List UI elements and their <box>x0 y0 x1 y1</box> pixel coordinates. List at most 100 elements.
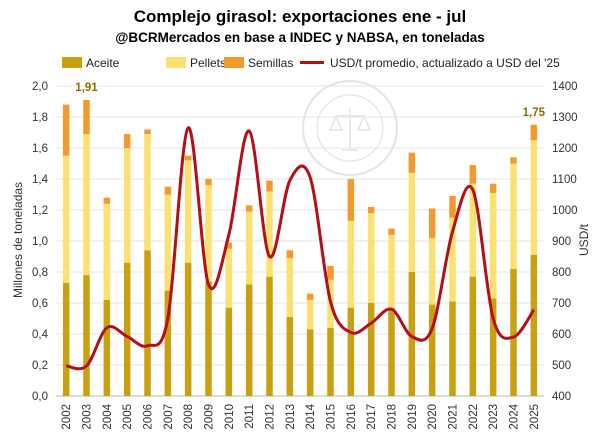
left-axis-ticks: 0,0 0,2 0,4 0,6 0,8 1,0 1,2 1,4 1,6 1,8 2,0 <box>32 81 49 403</box>
y2-tick-label: 900 <box>552 236 571 248</box>
bar-semillas-2022 <box>469 165 477 184</box>
y2-tick-label: 1200 <box>552 143 578 155</box>
bar-pellets-2018 <box>388 234 395 308</box>
x-tick-label: 2002 <box>61 404 73 430</box>
bar-pellets-2010 <box>225 248 233 308</box>
x-tick-label: 2019 <box>407 404 419 430</box>
bar-semillas-2008 <box>184 155 192 161</box>
legend-label-aceite: Aceite <box>86 56 120 70</box>
bar-pellets-2022 <box>469 183 477 277</box>
y-tick-label: 1,4 <box>32 174 49 186</box>
right-axis-ticks: 400 500 600 700 800 900 1000 1100 1200 1300 1400 <box>552 81 578 403</box>
x-tick-label: 2007 <box>163 404 175 430</box>
bar-semillas-2009 <box>205 179 212 186</box>
bar-semillas-2020 <box>428 208 436 238</box>
y-tick-label: 0,0 <box>32 391 48 403</box>
bar-aceite-2006 <box>144 250 151 396</box>
legend-label-semillas: Semillas <box>248 56 293 70</box>
bar-aceite-2009 <box>205 281 212 396</box>
legend-swatch-aceite <box>62 57 82 68</box>
x-tick-label: 2023 <box>488 404 500 430</box>
legend: Aceite Pellets Semillas USD/t promedio, … <box>62 56 560 70</box>
x-tick-label: 2020 <box>427 404 439 430</box>
x-tick-label: 2018 <box>387 404 399 430</box>
x-tick-label: 2015 <box>326 404 338 430</box>
bar-semillas-2014 <box>306 293 314 300</box>
bar-aceite-2025 <box>530 254 538 396</box>
usd-line <box>65 126 536 371</box>
bar-semillas-2006 <box>144 129 151 135</box>
x-axis-ticks: 2002 2003 2004 2005 2006 2007 2008 2009 2010 2011… <box>61 403 541 429</box>
watermark-inner-ring <box>316 94 384 162</box>
y-tick-label: 0,6 <box>32 298 48 310</box>
x-tick-label: 2008 <box>183 404 195 430</box>
x-tick-label: 2004 <box>102 403 114 429</box>
bar-aceite-2014 <box>306 329 314 396</box>
bar-pellets-2003 <box>83 134 90 276</box>
watermark-outer-ring <box>302 80 398 176</box>
x-tick-label: 2022 <box>468 404 480 430</box>
y-tick-label: 0,8 <box>32 267 48 279</box>
bar-aceite-2023 <box>489 298 497 396</box>
y-tick-label: 1,8 <box>32 112 48 124</box>
y-tick-label: 1,0 <box>32 236 48 248</box>
y2-tick-label: 500 <box>552 360 571 372</box>
bar-aceite-2010 <box>225 307 233 396</box>
legend-label-pellets: Pellets <box>190 56 226 70</box>
y-tick-label: 1,6 <box>32 143 48 155</box>
y2-tick-label: 1400 <box>552 81 578 93</box>
y2-tick-label: 700 <box>552 298 571 310</box>
x-tick-label: 2011 <box>244 404 256 429</box>
bar-semillas-2019 <box>408 152 416 173</box>
y2-tick-label: 600 <box>552 329 571 341</box>
bar-semillas-2012 <box>266 180 273 192</box>
bar-pellets-2021 <box>449 217 456 302</box>
bar-pellets-2002 <box>62 155 70 283</box>
bar-pellets-2007 <box>164 194 172 291</box>
bar-aceite-2016 <box>347 307 355 396</box>
x-tick-label: 2021 <box>448 404 460 430</box>
y-tick-label: 0,4 <box>32 329 49 341</box>
watermark-seal <box>302 80 398 176</box>
bar-pellets-2004 <box>103 203 111 300</box>
bar-aceite-2007 <box>164 290 172 396</box>
data-label-2025: 1,75 <box>523 107 546 119</box>
legend-label-usd: USD/t promedio, actualizado a USD del '2… <box>330 56 560 70</box>
bar-pellets-2013 <box>286 258 294 317</box>
bar-aceite-2024 <box>510 268 517 396</box>
legend-swatch-semillas <box>224 57 244 68</box>
bar-aceite-2015 <box>327 327 334 396</box>
bar-semillas-2025 <box>530 124 538 141</box>
bar-aceite-2003 <box>83 275 90 396</box>
bar-semillas-2013 <box>286 250 294 259</box>
bar-pellets-2019 <box>408 172 416 272</box>
y-tick-label: 2,0 <box>32 81 48 93</box>
y-tick-label: 1,2 <box>32 205 48 217</box>
bar-pellets-2012 <box>266 191 273 277</box>
bar-aceite-2013 <box>286 316 294 396</box>
x-tick-label: 2025 <box>529 404 541 430</box>
bar-semillas-2011 <box>245 205 253 212</box>
bar-aceite-2012 <box>266 276 273 396</box>
bar-semillas-2016 <box>347 179 355 221</box>
watermark-scales-icon <box>328 108 372 151</box>
x-tick-label: 2005 <box>122 404 134 430</box>
gridlines <box>56 85 544 397</box>
bar-semillas-2007 <box>164 186 172 195</box>
bar-pellets-2006 <box>144 134 151 251</box>
bar-pellets-2009 <box>205 185 212 282</box>
bar-aceite-2002 <box>62 282 70 396</box>
bar-semillas-2024 <box>510 157 517 164</box>
bar-pellets-2024 <box>510 163 517 269</box>
bar-pellets-2025 <box>530 140 538 255</box>
bar-aceite-2004 <box>103 299 111 396</box>
y2-tick-label: 1000 <box>552 205 578 217</box>
bar-semillas-2004 <box>103 197 111 204</box>
bar-aceite-2021 <box>449 301 456 396</box>
y2-tick-label: 1300 <box>552 112 578 124</box>
x-tick-label: 2014 <box>305 403 317 429</box>
x-tick-label: 2009 <box>204 404 216 430</box>
bar-semillas-2023 <box>489 183 497 193</box>
x-tick-label: 2006 <box>143 404 155 430</box>
